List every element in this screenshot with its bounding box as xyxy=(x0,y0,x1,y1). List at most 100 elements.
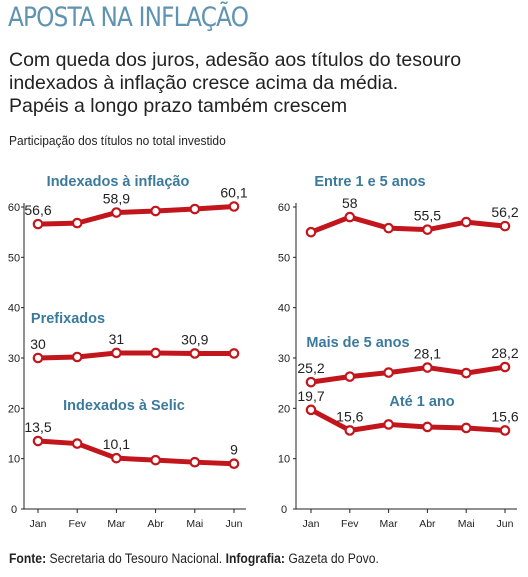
data-point xyxy=(228,201,240,212)
y-tick-label: 50 xyxy=(278,252,290,264)
data-label: 9 xyxy=(230,442,238,458)
data-point xyxy=(111,347,122,359)
kicker-title: APOSTA NA INFLAÇÃO xyxy=(8,2,249,33)
data-point xyxy=(189,456,201,468)
x-tick-label: Mar xyxy=(107,518,126,530)
data-point xyxy=(422,421,433,433)
data-point xyxy=(383,367,394,378)
data-point xyxy=(71,438,83,449)
footer-credits: Fonte: Secretaria do Tesouro Nacional. I… xyxy=(9,551,379,566)
data-point xyxy=(344,371,356,382)
data-point xyxy=(32,218,44,230)
series-line xyxy=(308,364,508,385)
data-label: 30 xyxy=(30,336,46,352)
data-point xyxy=(499,220,511,232)
data-point xyxy=(460,367,472,379)
x-tick-label: Fev xyxy=(341,518,359,530)
y-tick-label: 30 xyxy=(278,353,290,365)
data-point xyxy=(150,454,161,466)
y-tick-label: 0 xyxy=(281,504,287,516)
series-line xyxy=(35,438,237,467)
data-point xyxy=(150,347,161,359)
x-tick-label: Mar xyxy=(380,518,399,530)
data-point xyxy=(422,224,433,235)
y-tick-label: 20 xyxy=(8,403,20,415)
data-label: 58 xyxy=(342,195,358,211)
y-tick-label: 60 xyxy=(8,202,20,214)
x-tick-label: Jun xyxy=(226,518,243,530)
data-label: 25,2 xyxy=(297,360,324,376)
data-point xyxy=(111,452,122,464)
data-point xyxy=(460,422,472,434)
data-point xyxy=(422,362,433,373)
y-tick-label: 0 xyxy=(11,504,17,516)
y-tick-label: 10 xyxy=(8,454,20,466)
series-line xyxy=(308,214,508,235)
data-label: 30,9 xyxy=(181,331,208,347)
data-label: 28,1 xyxy=(414,346,441,362)
x-tick-label: Mai xyxy=(186,518,203,530)
x-tick-label: Jan xyxy=(30,518,47,530)
data-label: 13,5 xyxy=(24,419,51,435)
data-point xyxy=(305,404,317,416)
data-point xyxy=(344,425,356,436)
y-tick-label: 10 xyxy=(278,454,290,466)
series-name: Prefixados xyxy=(31,311,105,327)
data-point xyxy=(499,425,511,436)
y-tick-label: 60 xyxy=(278,202,290,214)
x-tick-label: Jan xyxy=(303,518,320,530)
y-tick-label: 30 xyxy=(8,353,20,365)
lead-text: Com queda dos juros, adesão aos títulos … xyxy=(9,49,524,118)
data-point xyxy=(32,435,44,447)
data-point xyxy=(228,348,240,359)
data-label: 56,2 xyxy=(491,204,518,220)
data-point xyxy=(189,348,201,359)
lead-line-1: Com queda dos juros, adesão aos títulos … xyxy=(9,49,462,71)
data-point xyxy=(305,226,317,238)
credit-label: Infografia: xyxy=(225,551,285,566)
data-point xyxy=(32,352,44,364)
x-tick-label: Mai xyxy=(458,518,475,530)
x-tick-label: Abr xyxy=(147,518,164,530)
data-point xyxy=(383,222,394,234)
series-name: Entre 1 e 5 anos xyxy=(314,174,425,190)
data-label: 55,5 xyxy=(414,208,441,224)
data-label: 56,6 xyxy=(24,202,51,218)
source-text: Secretaria do Tesouro Nacional. xyxy=(46,551,226,566)
series-name: Mais de 5 anos xyxy=(306,335,409,351)
data-label: 60,1 xyxy=(220,184,247,200)
lead-line-2: indexados à inflação cresce acima da méd… xyxy=(9,72,399,94)
series-name: Indexados à inflação xyxy=(47,174,190,190)
series-name: Até 1 ano xyxy=(389,394,454,410)
credit-text: Gazeta do Povo. xyxy=(284,551,379,566)
data-label: 28,2 xyxy=(491,345,518,361)
data-point xyxy=(71,217,83,229)
y-tick-label: 40 xyxy=(278,303,290,315)
series-line xyxy=(35,350,237,361)
data-point xyxy=(383,419,394,430)
data-label: 15,6 xyxy=(336,408,363,424)
y-tick-label: 40 xyxy=(8,303,20,315)
data-label: 19,7 xyxy=(297,388,324,404)
data-point xyxy=(499,361,511,373)
series-name: Indexados à Selic xyxy=(63,398,185,414)
series-line xyxy=(35,203,237,227)
data-label: 10,1 xyxy=(103,436,130,452)
x-tick-label: Abr xyxy=(419,518,436,530)
data-label: 31 xyxy=(109,331,125,347)
y-tick-label: 20 xyxy=(278,403,290,415)
data-label: 58,9 xyxy=(103,191,130,207)
lead-line-3: Papéis a longo prazo também crescem xyxy=(9,95,348,117)
data-label: 15,6 xyxy=(491,408,518,424)
y-tick-label: 50 xyxy=(8,252,20,264)
source-label: Fonte: xyxy=(9,551,47,566)
data-point xyxy=(71,351,83,363)
x-tick-label: Jun xyxy=(497,518,514,530)
data-point xyxy=(189,203,201,215)
data-point xyxy=(460,216,472,228)
chart-subtitle: Participação dos títulos no total invest… xyxy=(9,133,226,148)
series-line xyxy=(308,407,508,433)
x-tick-label: Fev xyxy=(68,518,86,530)
data-point xyxy=(305,376,317,388)
